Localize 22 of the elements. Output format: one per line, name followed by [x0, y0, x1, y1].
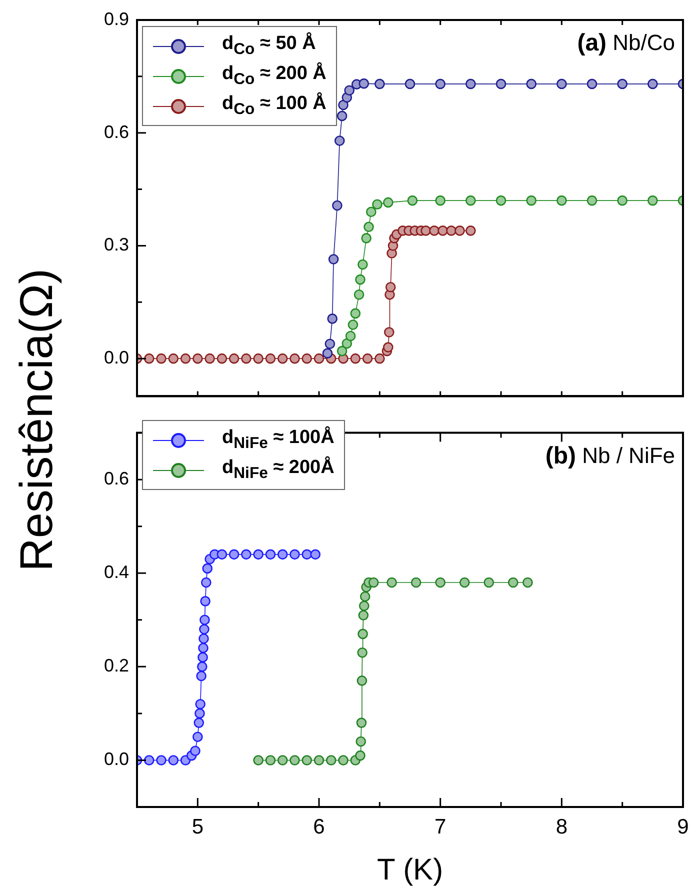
annotation: (b) Nb / NiFe	[545, 442, 676, 470]
y-axis-title: Resistência(Ω)	[9, 268, 63, 572]
x-tick-label: 9	[677, 815, 689, 838]
annotation: (a) Nb/Co	[577, 30, 676, 57]
legend-label: d$_{Co}$ ≈ 50 Å	[222, 33, 316, 59]
y-tick-label: 0.3	[104, 234, 129, 255]
x-tick-label: 8	[556, 815, 568, 838]
x-tick-label: 6	[313, 815, 325, 838]
y-tick-label: 0.6	[104, 122, 129, 142]
legend-label: d$_{NiFe}$ ≈ 100Å	[222, 427, 334, 453]
x-tick-label: 7	[434, 815, 446, 838]
legend-label: d$_{Co}$ ≈ 100 Å	[222, 93, 326, 119]
y-tick-label: 0.2	[104, 656, 129, 676]
y-tick-label: 0.0	[104, 348, 129, 368]
y-tick-label: 0.4	[104, 562, 129, 582]
y-tick-label: 0.9	[104, 8, 129, 29]
legend-label: d$_{Co}$ ≈ 200 Å	[222, 63, 326, 89]
x-tick-label: 5	[192, 815, 204, 838]
legend-label: d$_{NiFe}$ ≈ 200Å	[222, 457, 334, 483]
y-tick-label: 0.0	[104, 749, 129, 770]
x-axis-title: T (K)	[376, 853, 444, 886]
y-tick-label: 0.6	[104, 468, 129, 489]
